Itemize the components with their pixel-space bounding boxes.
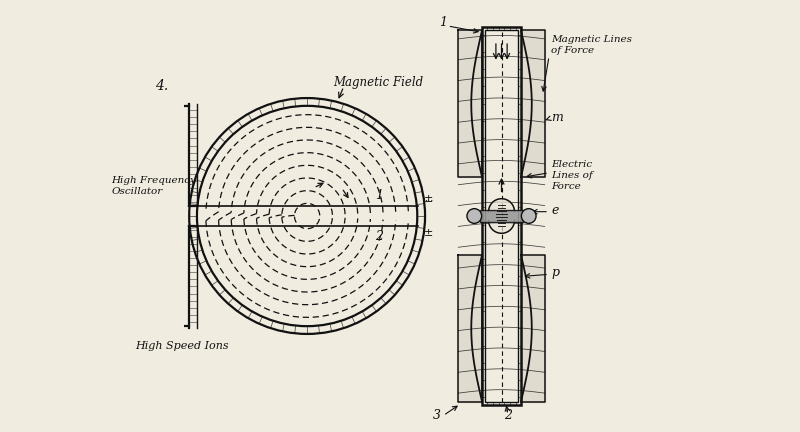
Circle shape	[522, 209, 536, 223]
Text: a: a	[505, 70, 513, 83]
Polygon shape	[489, 199, 514, 212]
Text: 1: 1	[375, 189, 383, 202]
Text: Electric
Lines of
Force: Electric Lines of Force	[551, 160, 593, 191]
Text: 1: 1	[439, 16, 447, 29]
Polygon shape	[521, 30, 545, 177]
Polygon shape	[489, 220, 514, 233]
Text: ···: ···	[424, 197, 433, 205]
Text: Magnetic Lines
of Force: Magnetic Lines of Force	[551, 35, 632, 55]
Circle shape	[467, 209, 482, 223]
Text: 2: 2	[504, 409, 512, 422]
Text: High Speed Ions: High Speed Ions	[135, 340, 229, 351]
Text: High Frequency
Oscillator: High Frequency Oscillator	[111, 176, 196, 196]
Text: a: a	[505, 364, 513, 377]
Text: 2: 2	[375, 230, 383, 243]
Text: m: m	[551, 111, 563, 124]
Text: Magnetic Field: Magnetic Field	[333, 76, 423, 89]
Text: ±: ±	[424, 194, 433, 204]
Text: p: p	[551, 267, 559, 280]
Text: ±: ±	[424, 228, 433, 238]
Text: 3: 3	[432, 409, 440, 422]
Polygon shape	[458, 255, 482, 402]
Bar	[482, 27, 521, 405]
Polygon shape	[458, 30, 482, 177]
Text: e: e	[551, 204, 558, 217]
Bar	[485, 30, 518, 402]
Polygon shape	[521, 255, 545, 402]
Text: 4.: 4.	[154, 79, 168, 93]
Bar	[480, 210, 523, 222]
